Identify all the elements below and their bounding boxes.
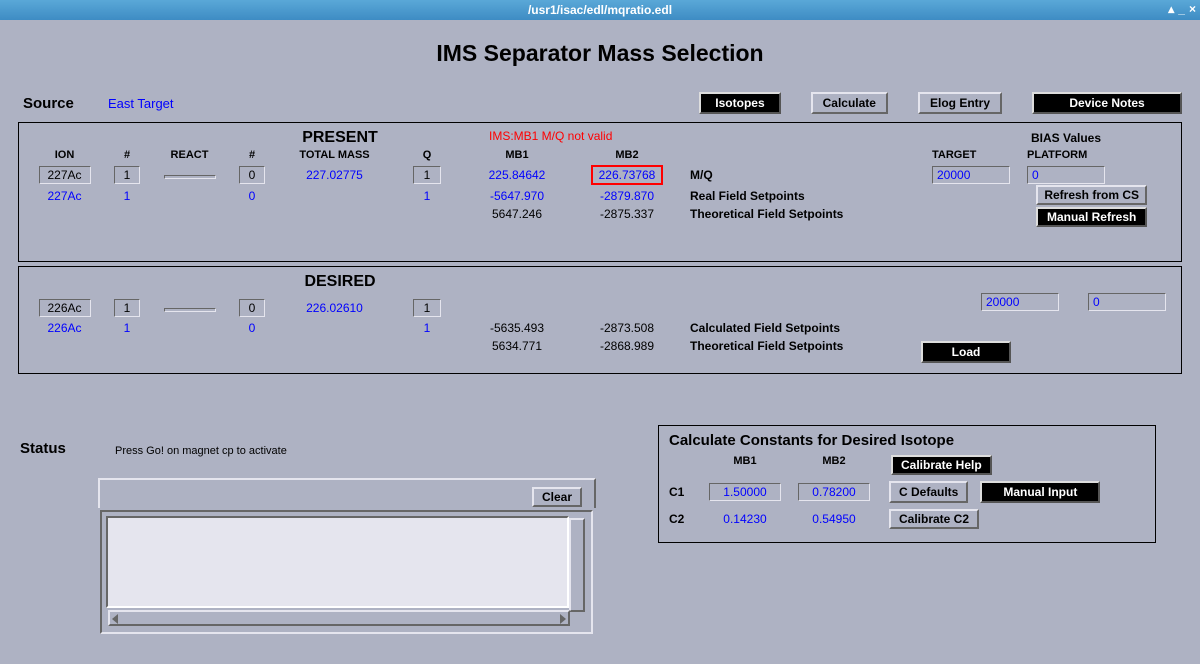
bias-title: BIAS Values (1031, 131, 1101, 145)
desired-platform-field[interactable]: 0 (1088, 293, 1166, 311)
c1-label: C1 (669, 485, 701, 499)
c1-mb2-field[interactable]: 0.78200 (798, 483, 870, 501)
present-target-field[interactable]: 20000 (932, 166, 1010, 184)
present-h2-field[interactable]: 0 (239, 166, 265, 184)
desired-h2-field[interactable]: 0 (239, 299, 265, 317)
present-mb2-real: -2879.870 (572, 189, 682, 203)
calc-hdr-mb2: MB2 (789, 455, 879, 475)
refresh-from-cs-button[interactable]: Refresh from CS (1036, 185, 1147, 205)
calc-hdr-mb1: MB1 (701, 455, 789, 475)
source-label: Source (23, 95, 108, 112)
desired-react-field[interactable] (164, 308, 216, 312)
present-platform-field[interactable]: 0 (1027, 166, 1105, 184)
desired-panel: DESIRED 20000 0 226Ac 1 0 226.02610 1 22… (18, 266, 1182, 374)
hdr-h2: # (227, 149, 277, 161)
window-close-icon[interactable]: × (1189, 2, 1196, 16)
hdr-target: TARGET (932, 149, 1017, 161)
hdr-ion: ION (27, 149, 102, 161)
present-panel: PRESENT IMS:MB1 M/Q not valid BIAS Value… (18, 122, 1182, 262)
device-notes-button[interactable]: Device Notes (1032, 92, 1182, 114)
load-button[interactable]: Load (921, 341, 1011, 363)
mq-warning: IMS:MB1 M/Q not valid (489, 129, 612, 143)
hdr-react: REACT (152, 149, 227, 161)
horizontal-scrollbar[interactable] (108, 610, 570, 626)
hdr-mb1: MB1 (462, 149, 572, 161)
source-value: East Target (108, 96, 174, 111)
present-mb2-theo: -2875.337 (572, 207, 682, 221)
calibrate-help-button[interactable]: Calibrate Help (891, 455, 992, 475)
present-h1-sub: 1 (102, 189, 152, 203)
hdr-q: Q (392, 149, 462, 161)
present-ion-sub: 227Ac (27, 189, 102, 203)
status-textarea[interactable] (100, 510, 593, 634)
manual-input-button[interactable]: Manual Input (980, 481, 1100, 503)
desired-ion-sub: 226Ac (27, 321, 102, 335)
status-text: Press Go! on magnet cp to activate (115, 445, 287, 457)
c2-mb2: 0.54950 (789, 512, 879, 526)
row-theo-label: Theoretical Field Setpoints (682, 207, 882, 221)
present-mb1-real: -5647.970 (462, 189, 572, 203)
desired-heading: DESIRED (0, 273, 1173, 291)
titlebar: /usr1/isac/edl/mqratio.edl ▴ _ × (0, 0, 1200, 20)
desired-mass: 226.02610 (277, 301, 392, 315)
desired-mb2-theo: -2868.989 (572, 339, 682, 353)
c2-mb1: 0.14230 (701, 512, 789, 526)
desired-h1-field[interactable]: 1 (114, 299, 140, 317)
desired-q-field[interactable]: 1 (413, 299, 441, 317)
row-real-label: Real Field Setpoints (682, 189, 882, 203)
present-q-field[interactable]: 1 (413, 166, 441, 184)
row-theo-d-label: Theoretical Field Setpoints (682, 339, 882, 353)
window-path: /usr1/isac/edl/mqratio.edl (528, 3, 672, 17)
calculate-button[interactable]: Calculate (811, 92, 888, 114)
desired-h2-sub: 0 (227, 321, 277, 335)
desired-ion-field[interactable]: 226Ac (39, 299, 91, 317)
window-restore-icon[interactable]: _ (1178, 2, 1185, 16)
present-q-sub: 1 (392, 189, 462, 203)
desired-mb1-theo: 5634.771 (462, 339, 572, 353)
page-title: IMS Separator Mass Selection (18, 40, 1182, 67)
desired-mb2-calc: -2873.508 (572, 321, 682, 335)
row-calc-label: Calculated Field Setpoints (682, 321, 882, 335)
elog-entry-button[interactable]: Elog Entry (918, 92, 1002, 114)
desired-q-sub: 1 (392, 321, 462, 335)
hdr-platform: PLATFORM (1027, 149, 1112, 161)
clear-frame (98, 478, 596, 508)
desired-h1-sub: 1 (102, 321, 152, 335)
present-ion-field[interactable]: 227Ac (39, 166, 91, 184)
row-mq-label: M/Q (682, 168, 882, 182)
present-h2-sub: 0 (227, 189, 277, 203)
hdr-h1: # (102, 149, 152, 161)
desired-mb1-calc: -5635.493 (462, 321, 572, 335)
calibrate-c2-button[interactable]: Calibrate C2 (889, 509, 979, 529)
vertical-scrollbar[interactable] (569, 518, 585, 612)
present-h1-field[interactable]: 1 (114, 166, 140, 184)
c2-label: C2 (669, 512, 701, 526)
present-mb1-mq: 225.84642 (462, 168, 572, 182)
hdr-mass: TOTAL MASS (277, 149, 392, 161)
calc-constants-panel: Calculate Constants for Desired Isotope … (658, 425, 1156, 543)
c-defaults-button[interactable]: C Defaults (889, 481, 968, 503)
present-react-field[interactable] (164, 175, 216, 179)
desired-target-field[interactable]: 20000 (981, 293, 1059, 311)
hdr-mb2: MB2 (572, 149, 682, 161)
status-label: Status (20, 440, 66, 457)
textarea-inner[interactable] (106, 516, 569, 608)
present-mb1-theo: 5647.246 (462, 207, 572, 221)
isotopes-button[interactable]: Isotopes (699, 92, 780, 114)
calc-title: Calculate Constants for Desired Isotope (669, 432, 1145, 449)
window-min-icon[interactable]: ▴ (1168, 2, 1174, 16)
manual-refresh-button[interactable]: Manual Refresh (1036, 207, 1147, 227)
present-mb2-mq: 226.73768 (591, 165, 664, 185)
clear-button[interactable]: Clear (532, 487, 582, 507)
present-mass: 227.02775 (277, 168, 392, 182)
c1-mb1-field[interactable]: 1.50000 (709, 483, 781, 501)
